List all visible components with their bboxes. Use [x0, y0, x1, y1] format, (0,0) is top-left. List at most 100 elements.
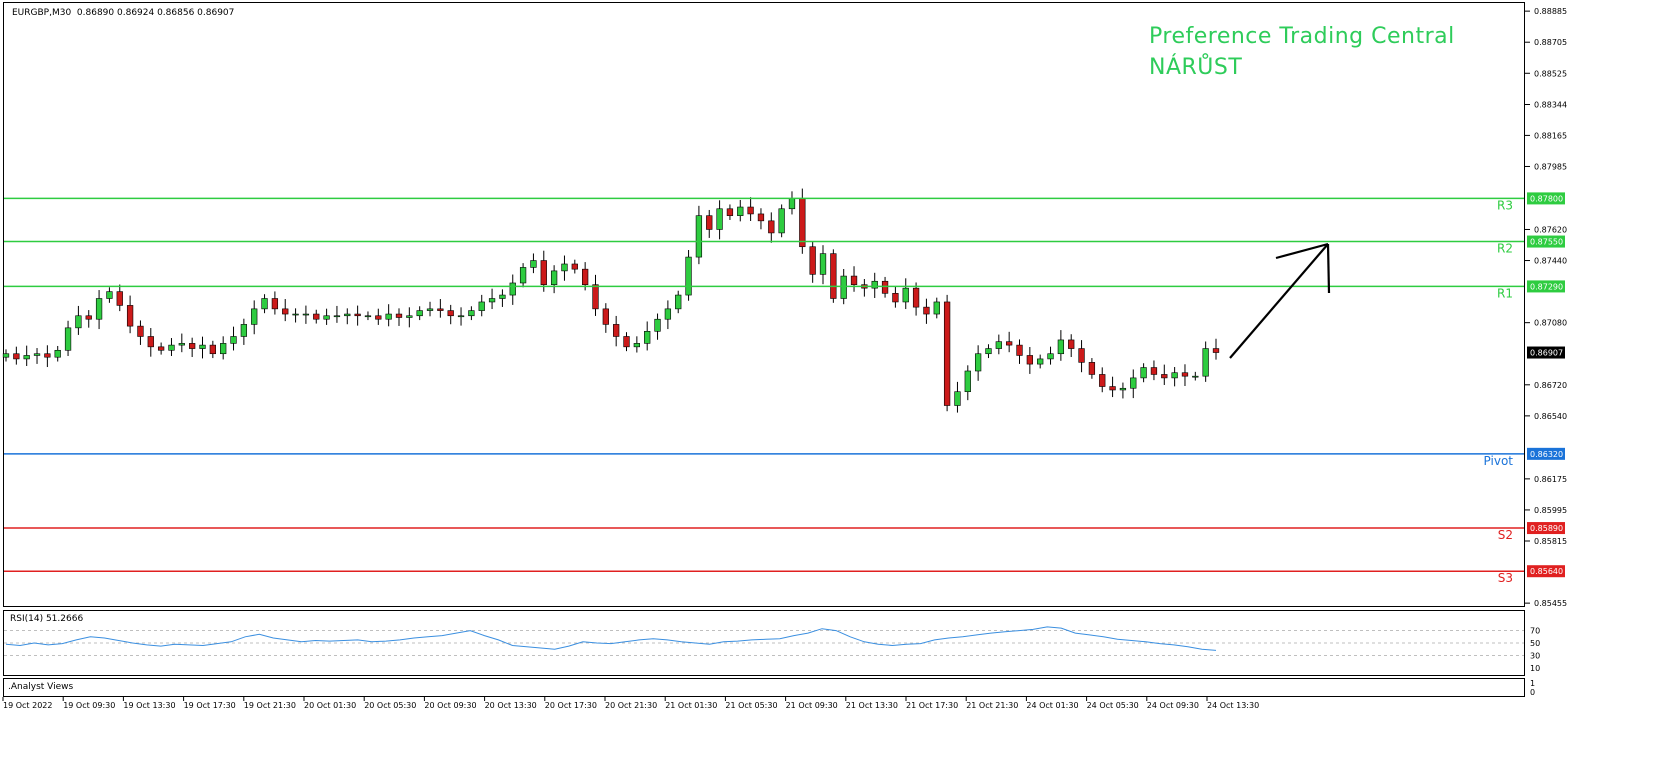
candle-body	[1006, 341, 1013, 346]
candle-body	[633, 343, 640, 348]
current-price-tag	[1527, 346, 1565, 359]
candle-body	[209, 344, 216, 355]
trend-arrow-shaft	[1229, 243, 1329, 359]
x-tick-label: 24 Oct 05:30	[1087, 701, 1139, 710]
candle-body	[168, 344, 175, 351]
candle-body	[1078, 348, 1085, 363]
candle-body	[1047, 353, 1054, 360]
analyst-views-panel[interactable]: .Analyst Views	[3, 678, 1525, 697]
level-price-tag-text: 0.87550	[1530, 238, 1563, 247]
candle-body	[830, 253, 837, 299]
candle-body	[923, 306, 930, 315]
candle-body	[116, 291, 123, 306]
candle-body	[230, 336, 237, 344]
candle-body	[582, 268, 589, 285]
rsi-tick-label: 10	[1530, 664, 1540, 673]
price-chart-panel[interactable]: EURGBP,M30 0.86890 0.86924 0.86856 0.869…	[3, 2, 1525, 607]
candle-body	[1181, 372, 1189, 377]
candle-body	[995, 341, 1002, 349]
level-price-tag	[1527, 192, 1565, 205]
rsi-header: RSI(14) 51.2666	[10, 614, 84, 624]
candle-body	[375, 315, 382, 320]
candle-body	[778, 208, 785, 234]
candle-body	[871, 280, 878, 289]
candle-body	[1016, 344, 1023, 356]
x-tick-label: 21 Oct 17:30	[906, 701, 958, 710]
y-tick-label: 0.86540	[1534, 412, 1567, 421]
candle-body	[902, 287, 909, 303]
trend-arrow-head-right	[1326, 243, 1331, 294]
ohlc-values: 0.86890 0.86924 0.86856 0.86907	[76, 8, 235, 18]
candle-body	[1088, 362, 1096, 375]
candle-body	[840, 275, 847, 299]
candle-body	[147, 336, 154, 348]
candle-body	[1192, 375, 1199, 378]
symbol-label: EURGBP,M30	[12, 8, 72, 18]
y-tick-label: 0.87985	[1534, 162, 1567, 171]
level-label-pivot: Pivot	[1484, 454, 1514, 468]
candle-body	[1068, 339, 1075, 349]
candle-body	[943, 301, 951, 406]
candle-body	[220, 343, 227, 355]
y-tick-label: 0.86720	[1534, 381, 1567, 390]
candle-body	[406, 315, 413, 318]
candle-body	[1037, 358, 1044, 365]
y-tick-label: 0.87080	[1534, 319, 1567, 328]
candle-body	[1099, 374, 1106, 387]
candle-body	[302, 313, 310, 316]
y-tick-label: 0.88885	[1534, 7, 1567, 16]
level-price-tag-text: 0.85890	[1530, 524, 1563, 533]
level-label-s3: S3	[1498, 571, 1513, 585]
candle-body	[737, 206, 744, 216]
x-tick-label: 24 Oct 09:30	[1147, 701, 1199, 710]
level-price-tag-text: 0.85640	[1530, 567, 1563, 576]
candle-body	[282, 308, 289, 315]
level-price-tag	[1527, 280, 1565, 293]
candle-body	[623, 336, 630, 348]
candle-body	[592, 284, 599, 310]
y-tick-label: 0.87620	[1534, 225, 1567, 234]
y-tick-label: 0.86175	[1534, 475, 1567, 484]
candle-body	[509, 282, 516, 296]
candle-body	[1057, 339, 1065, 355]
candle-body	[75, 315, 82, 329]
x-tick-label: 21 Oct 09:30	[786, 701, 838, 710]
candle-body	[313, 313, 320, 320]
level-price-tag	[1527, 447, 1565, 460]
candle-body	[706, 215, 713, 230]
candle-body	[757, 213, 765, 222]
x-tick-label: 20 Oct 17:30	[545, 701, 597, 710]
candle-body	[540, 260, 547, 285]
candle-body	[2, 353, 10, 358]
candle-body	[644, 331, 651, 344]
x-tick-label: 20 Oct 13:30	[485, 701, 537, 710]
candle-body	[1202, 348, 1209, 377]
candle-body	[819, 253, 827, 275]
level-price-tag	[1527, 235, 1565, 248]
candle-body	[892, 293, 899, 303]
candle-body	[1171, 372, 1178, 379]
candle-body	[716, 208, 723, 230]
candle-body	[395, 313, 403, 318]
candle-body	[799, 198, 806, 248]
y-tick-label: 0.85815	[1534, 537, 1567, 546]
x-tick-label: 19 Oct 13:30	[123, 701, 175, 710]
candle-body	[126, 305, 134, 327]
overlay-title: Preference Trading Central	[1149, 24, 1455, 49]
candle-body	[189, 343, 196, 349]
level-label-r2: R2	[1497, 242, 1513, 256]
candle-body	[964, 370, 971, 393]
level-price-tag	[1527, 522, 1565, 535]
candle-body	[199, 344, 206, 349]
candle-body	[344, 313, 351, 317]
overlay-signal: NÁRŮST	[1149, 55, 1243, 80]
candle-body	[1150, 367, 1158, 375]
trend-arrow-head-left	[1275, 242, 1329, 260]
candle-body	[95, 298, 103, 320]
x-tick-label: 21 Oct 01:30	[665, 701, 717, 710]
candle-body	[561, 263, 568, 272]
y-tick-label: 0.87440	[1534, 257, 1567, 266]
candle-body	[178, 343, 185, 346]
x-tick-label: 20 Oct 05:30	[364, 701, 416, 710]
candle-body	[13, 353, 20, 360]
